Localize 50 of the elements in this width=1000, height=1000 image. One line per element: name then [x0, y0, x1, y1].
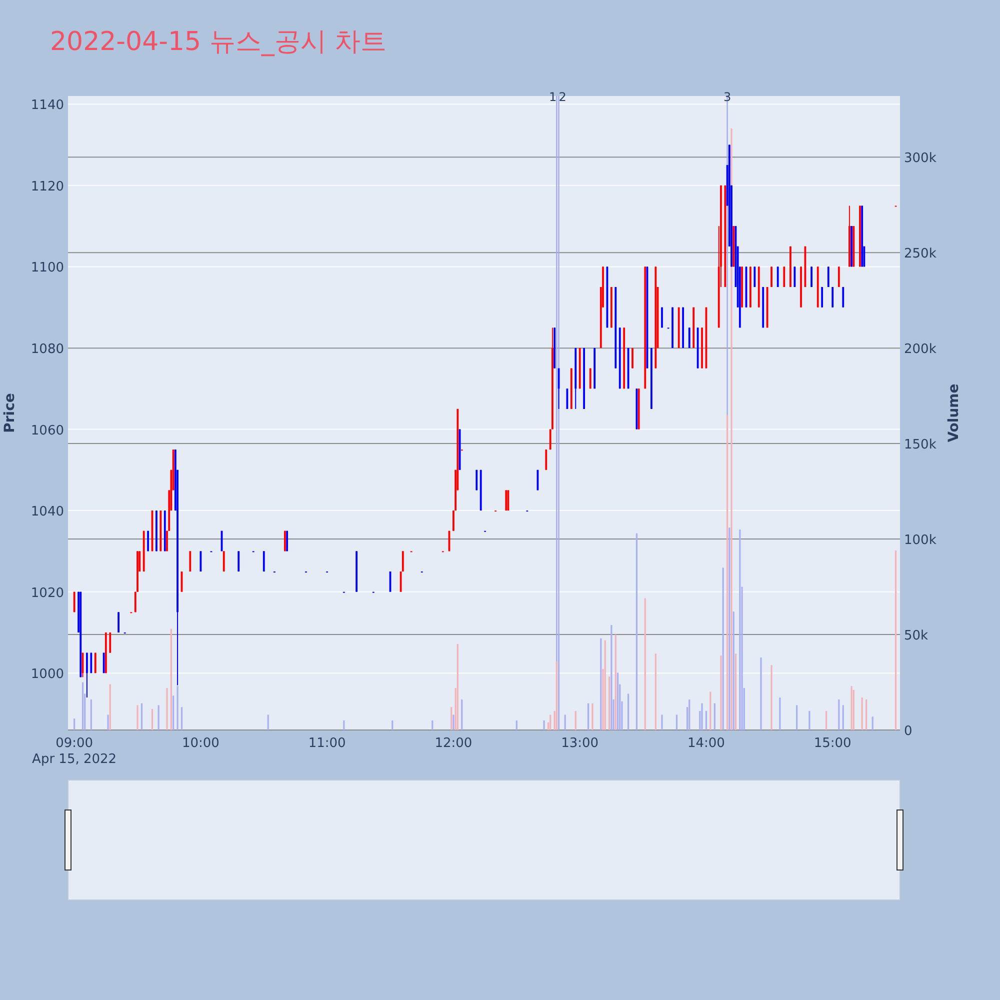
x-tick-label: 10:00 [182, 736, 220, 751]
y2-axis-title: Volume [946, 384, 962, 442]
candlestick [783, 266, 786, 288]
y-tick-label: 1100 [30, 260, 64, 276]
candlestick [545, 449, 548, 470]
y-tick-label: 1000 [30, 667, 64, 682]
x-tick-label: 09:00 [56, 736, 94, 751]
ref-line-label: 1 [549, 90, 557, 104]
y-tick-label: 1120 [30, 179, 64, 194]
x-tick-label: 13:00 [561, 736, 599, 751]
ref-line-label: 3 [723, 90, 732, 104]
candlestick [400, 571, 402, 592]
candlestick [821, 286, 824, 308]
candlestick [688, 327, 690, 348]
candlestick [827, 266, 830, 288]
candlestick [200, 550, 202, 572]
x-tick-label: 11:00 [308, 736, 346, 751]
candlestick [222, 550, 225, 572]
candlestick [842, 286, 844, 308]
y-tick-label: 1080 [30, 342, 64, 357]
y-axis-title: Price [2, 393, 18, 433]
candlestick [238, 550, 240, 572]
y-tick-label: 1020 [30, 586, 64, 601]
y-tick-label: 1060 [30, 423, 64, 438]
y2-tick-label: 100k [904, 533, 937, 548]
y2-tick-label: 250k [904, 246, 937, 262]
candlestick [109, 632, 112, 654]
candlestick [262, 550, 265, 572]
candlestick [838, 266, 840, 288]
y2-tick-label: 50k [904, 628, 929, 644]
candlestick [505, 490, 508, 512]
x-tick-label: 12:00 [434, 736, 472, 751]
ref-line-label: 2 [558, 90, 566, 104]
text: Apr 15, 2022 [32, 752, 117, 767]
candlestick [86, 652, 88, 698]
candlestick [189, 550, 192, 572]
candlestick [794, 266, 796, 288]
candlestick [776, 266, 779, 288]
x-tick-label: 15:00 [814, 736, 852, 751]
y2-tick-label: 0 [904, 724, 912, 739]
x-tick-label: 14:00 [687, 736, 725, 751]
y2-tick-label: 200k [904, 342, 937, 358]
candlestick [402, 550, 404, 572]
y-tick-label: 1140 [30, 98, 64, 114]
candlestick [832, 286, 834, 308]
y2-tick-label: 150k [904, 438, 937, 453]
chart-title: 2022-04-15 뉴스_공시 차트 [50, 27, 387, 57]
y-tick-label: 1040 [30, 504, 64, 520]
candlestick [754, 266, 756, 288]
y2-tick-label: 300k [904, 151, 937, 166]
